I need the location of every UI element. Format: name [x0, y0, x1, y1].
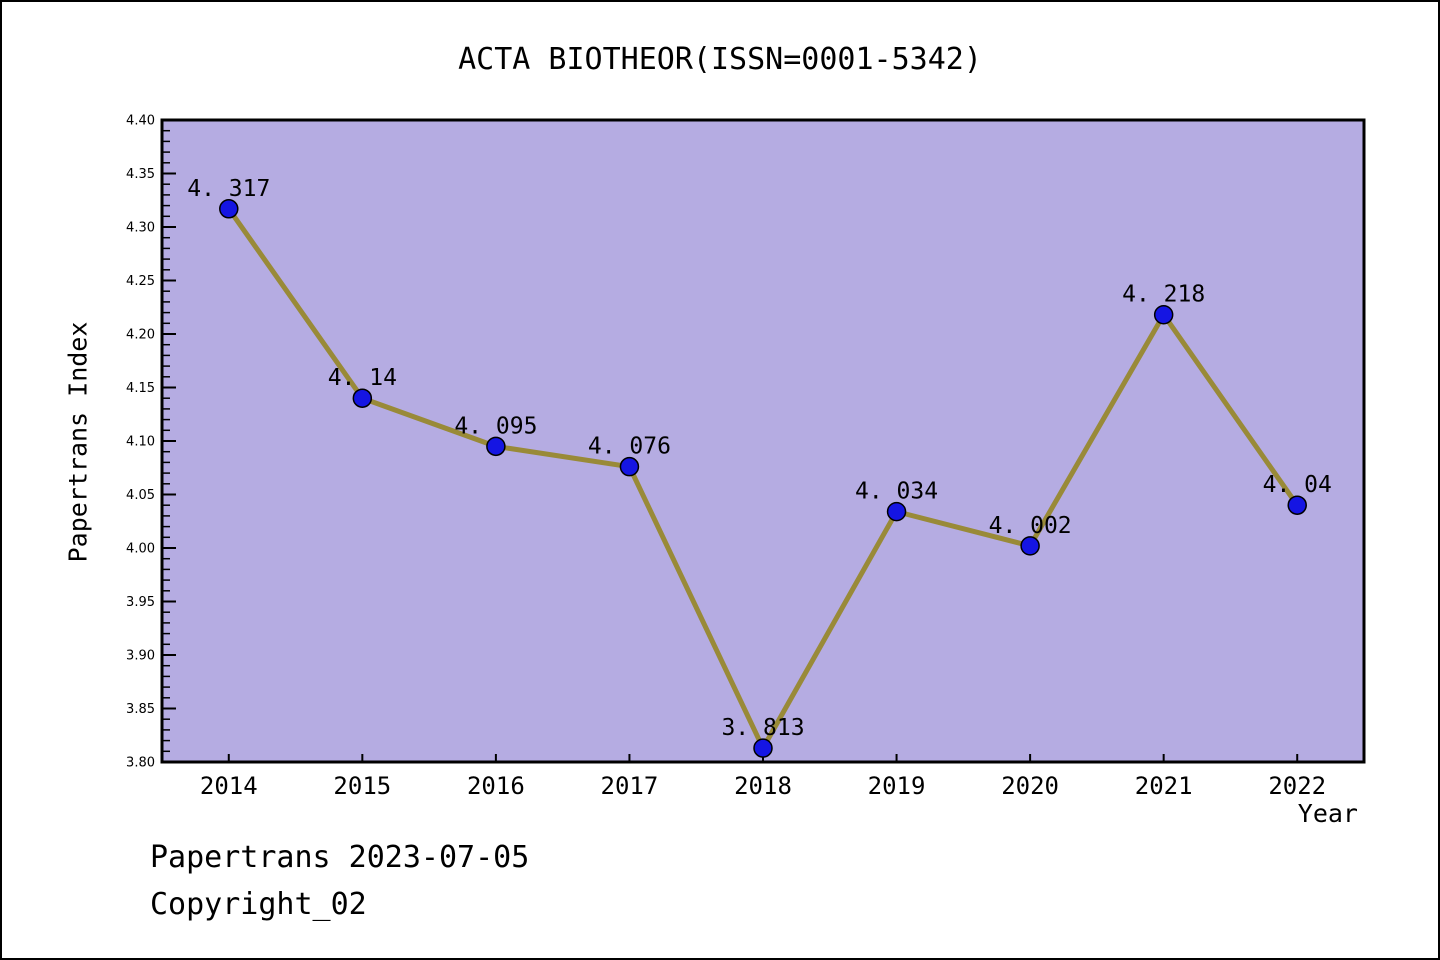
x-tick-label: 2019 [868, 772, 926, 800]
data-point-2018 [753, 738, 773, 758]
y-tick-label: 3.90 [126, 649, 155, 664]
data-point-2021 [1153, 304, 1174, 325]
data-point-2020 [1020, 536, 1040, 556]
y-tick-label: 4.20 [126, 328, 155, 343]
data-point-2022 [1287, 495, 1307, 515]
data-point-label: 3. 813 [721, 715, 804, 741]
y-tick-label: 4.00 [126, 542, 155, 557]
x-axis-label: Year [1297, 799, 1358, 828]
data-point-label: 4. 076 [588, 434, 671, 460]
y-axis-label: Papertrans Index [63, 321, 93, 563]
data-point-2015 [352, 388, 373, 408]
plot-area [162, 120, 1364, 762]
data-point-2014 [219, 199, 239, 219]
x-tick-label: 2021 [1135, 772, 1193, 800]
plot-border [160, 118, 1366, 764]
data-point-label: 4. 04 [1263, 472, 1332, 498]
y-tick-label: 4.40 [126, 114, 155, 129]
x-tick-label: 2022 [1268, 772, 1326, 800]
x-tick-label: 2014 [200, 772, 258, 800]
y-tick-label: 3.85 [126, 702, 155, 717]
data-point-2016 [486, 436, 506, 457]
data-point-label: 4. 034 [855, 479, 938, 505]
chart-title: ACTA BIOTHEOR(ISSN=0001-5342) [458, 42, 982, 77]
y-tick-label: 3.95 [126, 595, 155, 610]
data-point-label: 4. 002 [989, 513, 1072, 539]
x-tick-label: 2017 [601, 772, 659, 800]
y-tick-label: 4.35 [126, 167, 155, 182]
y-tick-label: 4.05 [126, 488, 155, 503]
y-tick-label: 4.15 [126, 381, 155, 396]
footer-copyright: Copyright_02 [150, 887, 367, 922]
y-tick-label: 4.10 [126, 435, 155, 450]
x-tick-label: 2016 [467, 772, 525, 800]
data-point-2017 [619, 456, 640, 477]
y-tick-label: 3.80 [126, 756, 155, 771]
data-point-label: 4. 14 [328, 365, 397, 391]
y-tick-label: 4.25 [126, 274, 155, 289]
footer-watermark: Papertrans 2023-07-05 [150, 840, 530, 875]
x-tick-label: 2020 [1001, 772, 1059, 800]
x-tick-label: 2018 [734, 772, 792, 800]
y-tick-label: 4.30 [126, 221, 155, 236]
data-point-2019 [886, 501, 907, 522]
data-point-label: 4. 218 [1122, 282, 1205, 308]
data-point-label: 4. 095 [454, 413, 537, 439]
data-point-label: 4. 317 [187, 176, 270, 202]
x-tick-label: 2015 [333, 772, 391, 800]
